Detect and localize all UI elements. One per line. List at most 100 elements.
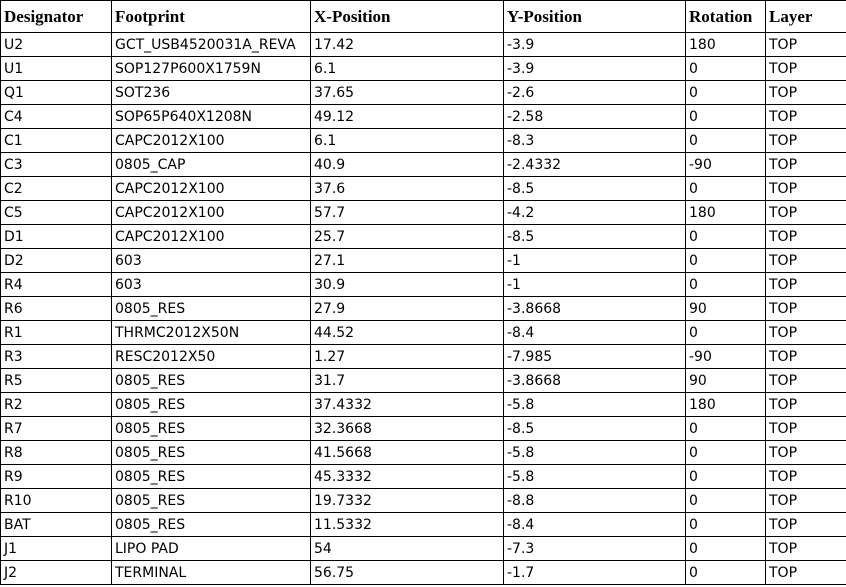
rotation-cell: 0 (685, 536, 766, 561)
designator-cell: R10 (0, 488, 112, 513)
table-row: R10 0805_RES 19.7332 -8.8 0 TOP (0, 488, 846, 513)
layer-cell: TOP (765, 176, 846, 201)
footprint-cell: LIPO PAD (111, 536, 311, 561)
x-position-cell: 45.3332 (310, 464, 504, 489)
x-position-cell: 6.1 (310, 128, 504, 153)
footprint-cell: 0805_RES (111, 440, 311, 465)
table-row: R1 THRMC2012X50N 44.52 -8.4 0 TOP (0, 320, 846, 345)
y-position-cell: -2.4332 (503, 152, 686, 177)
rotation-cell: 0 (685, 464, 766, 489)
y-position-cell: -3.9 (503, 32, 686, 57)
y-position-cell: -8.5 (503, 416, 686, 441)
rotation-cell: 0 (685, 488, 766, 513)
footprint-cell: 0805_CAP (111, 152, 311, 177)
designator-cell: R9 (0, 464, 112, 489)
x-position-cell: 25.7 (310, 224, 504, 249)
y-position-cell: -4.2 (503, 200, 686, 225)
layer-cell: TOP (765, 416, 846, 441)
x-position-cell: 17.42 (310, 32, 504, 57)
designator-cell: R3 (0, 344, 112, 369)
rotation-cell: 0 (685, 80, 766, 105)
layer-cell: TOP (765, 392, 846, 417)
x-position-cell: 6.1 (310, 56, 504, 81)
table-row: U1 SOP127P600X1759N 6.1 -3.9 0 TOP (0, 56, 846, 81)
layer-cell: TOP (765, 200, 846, 225)
y-position-cell: -7.985 (503, 344, 686, 369)
rotation-cell: 0 (685, 248, 766, 273)
x-position-cell: 1.27 (310, 344, 504, 369)
designator-cell: C4 (0, 104, 112, 129)
footprint-cell: 0805_RES (111, 416, 311, 441)
x-position-cell: 57.7 (310, 200, 504, 225)
designator-cell: U2 (0, 32, 112, 57)
layer-cell: TOP (765, 488, 846, 513)
table-row: R3 RESC2012X50 1.27 -7.985 -90 TOP (0, 344, 846, 369)
designator-cell: J1 (0, 536, 112, 561)
x-position-cell: 41.5668 (310, 440, 504, 465)
x-position-cell: 40.9 (310, 152, 504, 177)
y-position-cell: -8.5 (503, 224, 686, 249)
rotation-cell: 0 (685, 512, 766, 537)
x-position-cell: 56.75 (310, 560, 504, 585)
table-row: J2 TERMINAL 56.75 -1.7 0 TOP (0, 560, 846, 585)
x-position-cell: 32.3668 (310, 416, 504, 441)
layer-cell: TOP (765, 272, 846, 297)
rotation-cell: 0 (685, 416, 766, 441)
table-row: J1 LIPO PAD 54 -7.3 0 TOP (0, 536, 846, 561)
layer-cell: TOP (765, 320, 846, 345)
header-designator: Designator (0, 0, 112, 33)
table-row: R5 0805_RES 31.7 -3.8668 90 TOP (0, 368, 846, 393)
designator-cell: J2 (0, 560, 112, 585)
rotation-cell: 90 (685, 368, 766, 393)
table-row: BAT 0805_RES 11.5332 -8.4 0 TOP (0, 512, 846, 537)
designator-cell: R5 (0, 368, 112, 393)
table-row: C5 CAPC2012X100 57.7 -4.2 180 TOP (0, 200, 846, 225)
rotation-cell: -90 (685, 344, 766, 369)
footprint-cell: TERMINAL (111, 560, 311, 585)
footprint-cell: RESC2012X50 (111, 344, 311, 369)
layer-cell: TOP (765, 344, 846, 369)
designator-cell: BAT (0, 512, 112, 537)
rotation-cell: 90 (685, 296, 766, 321)
table-row: R4 603 30.9 -1 0 TOP (0, 272, 846, 297)
table-body: U2 GCT_USB4520031A_REVA 17.42 -3.9 180 TOP U1 S… (0, 32, 846, 585)
x-position-cell: 37.4332 (310, 392, 504, 417)
layer-cell: TOP (765, 104, 846, 129)
rotation-cell: 0 (685, 440, 766, 465)
footprint-cell: 603 (111, 272, 311, 297)
rotation-cell: 180 (685, 392, 766, 417)
x-position-cell: 49.12 (310, 104, 504, 129)
designator-cell: R4 (0, 272, 112, 297)
x-position-cell: 30.9 (310, 272, 504, 297)
layer-cell: TOP (765, 152, 846, 177)
layer-cell: TOP (765, 224, 846, 249)
y-position-cell: -3.8668 (503, 368, 686, 393)
designator-cell: Q1 (0, 80, 112, 105)
layer-cell: TOP (765, 128, 846, 153)
footprint-cell: CAPC2012X100 (111, 224, 311, 249)
table-row: C2 CAPC2012X100 37.6 -8.5 0 TOP (0, 176, 846, 201)
rotation-cell: 0 (685, 176, 766, 201)
layer-cell: TOP (765, 248, 846, 273)
y-position-cell: -2.6 (503, 80, 686, 105)
layer-cell: TOP (765, 32, 846, 57)
x-position-cell: 37.6 (310, 176, 504, 201)
y-position-cell: -5.8 (503, 464, 686, 489)
layer-cell: TOP (765, 56, 846, 81)
table-row: C3 0805_CAP 40.9 -2.4332 -90 TOP (0, 152, 846, 177)
header-rotation: Rotation (685, 0, 766, 33)
footprint-cell: 0805_RES (111, 368, 311, 393)
x-position-cell: 54 (310, 536, 504, 561)
table-row: C1 CAPC2012X100 6.1 -8.3 0 TOP (0, 128, 846, 153)
table-row: R2 0805_RES 37.4332 -5.8 180 TOP (0, 392, 846, 417)
rotation-cell: 0 (685, 224, 766, 249)
rotation-cell: 0 (685, 272, 766, 297)
y-position-cell: -8.5 (503, 176, 686, 201)
x-position-cell: 27.1 (310, 248, 504, 273)
x-position-cell: 37.65 (310, 80, 504, 105)
y-position-cell: -8.3 (503, 128, 686, 153)
designator-cell: R7 (0, 416, 112, 441)
rotation-cell: 0 (685, 56, 766, 81)
layer-cell: TOP (765, 368, 846, 393)
rotation-cell: -90 (685, 152, 766, 177)
